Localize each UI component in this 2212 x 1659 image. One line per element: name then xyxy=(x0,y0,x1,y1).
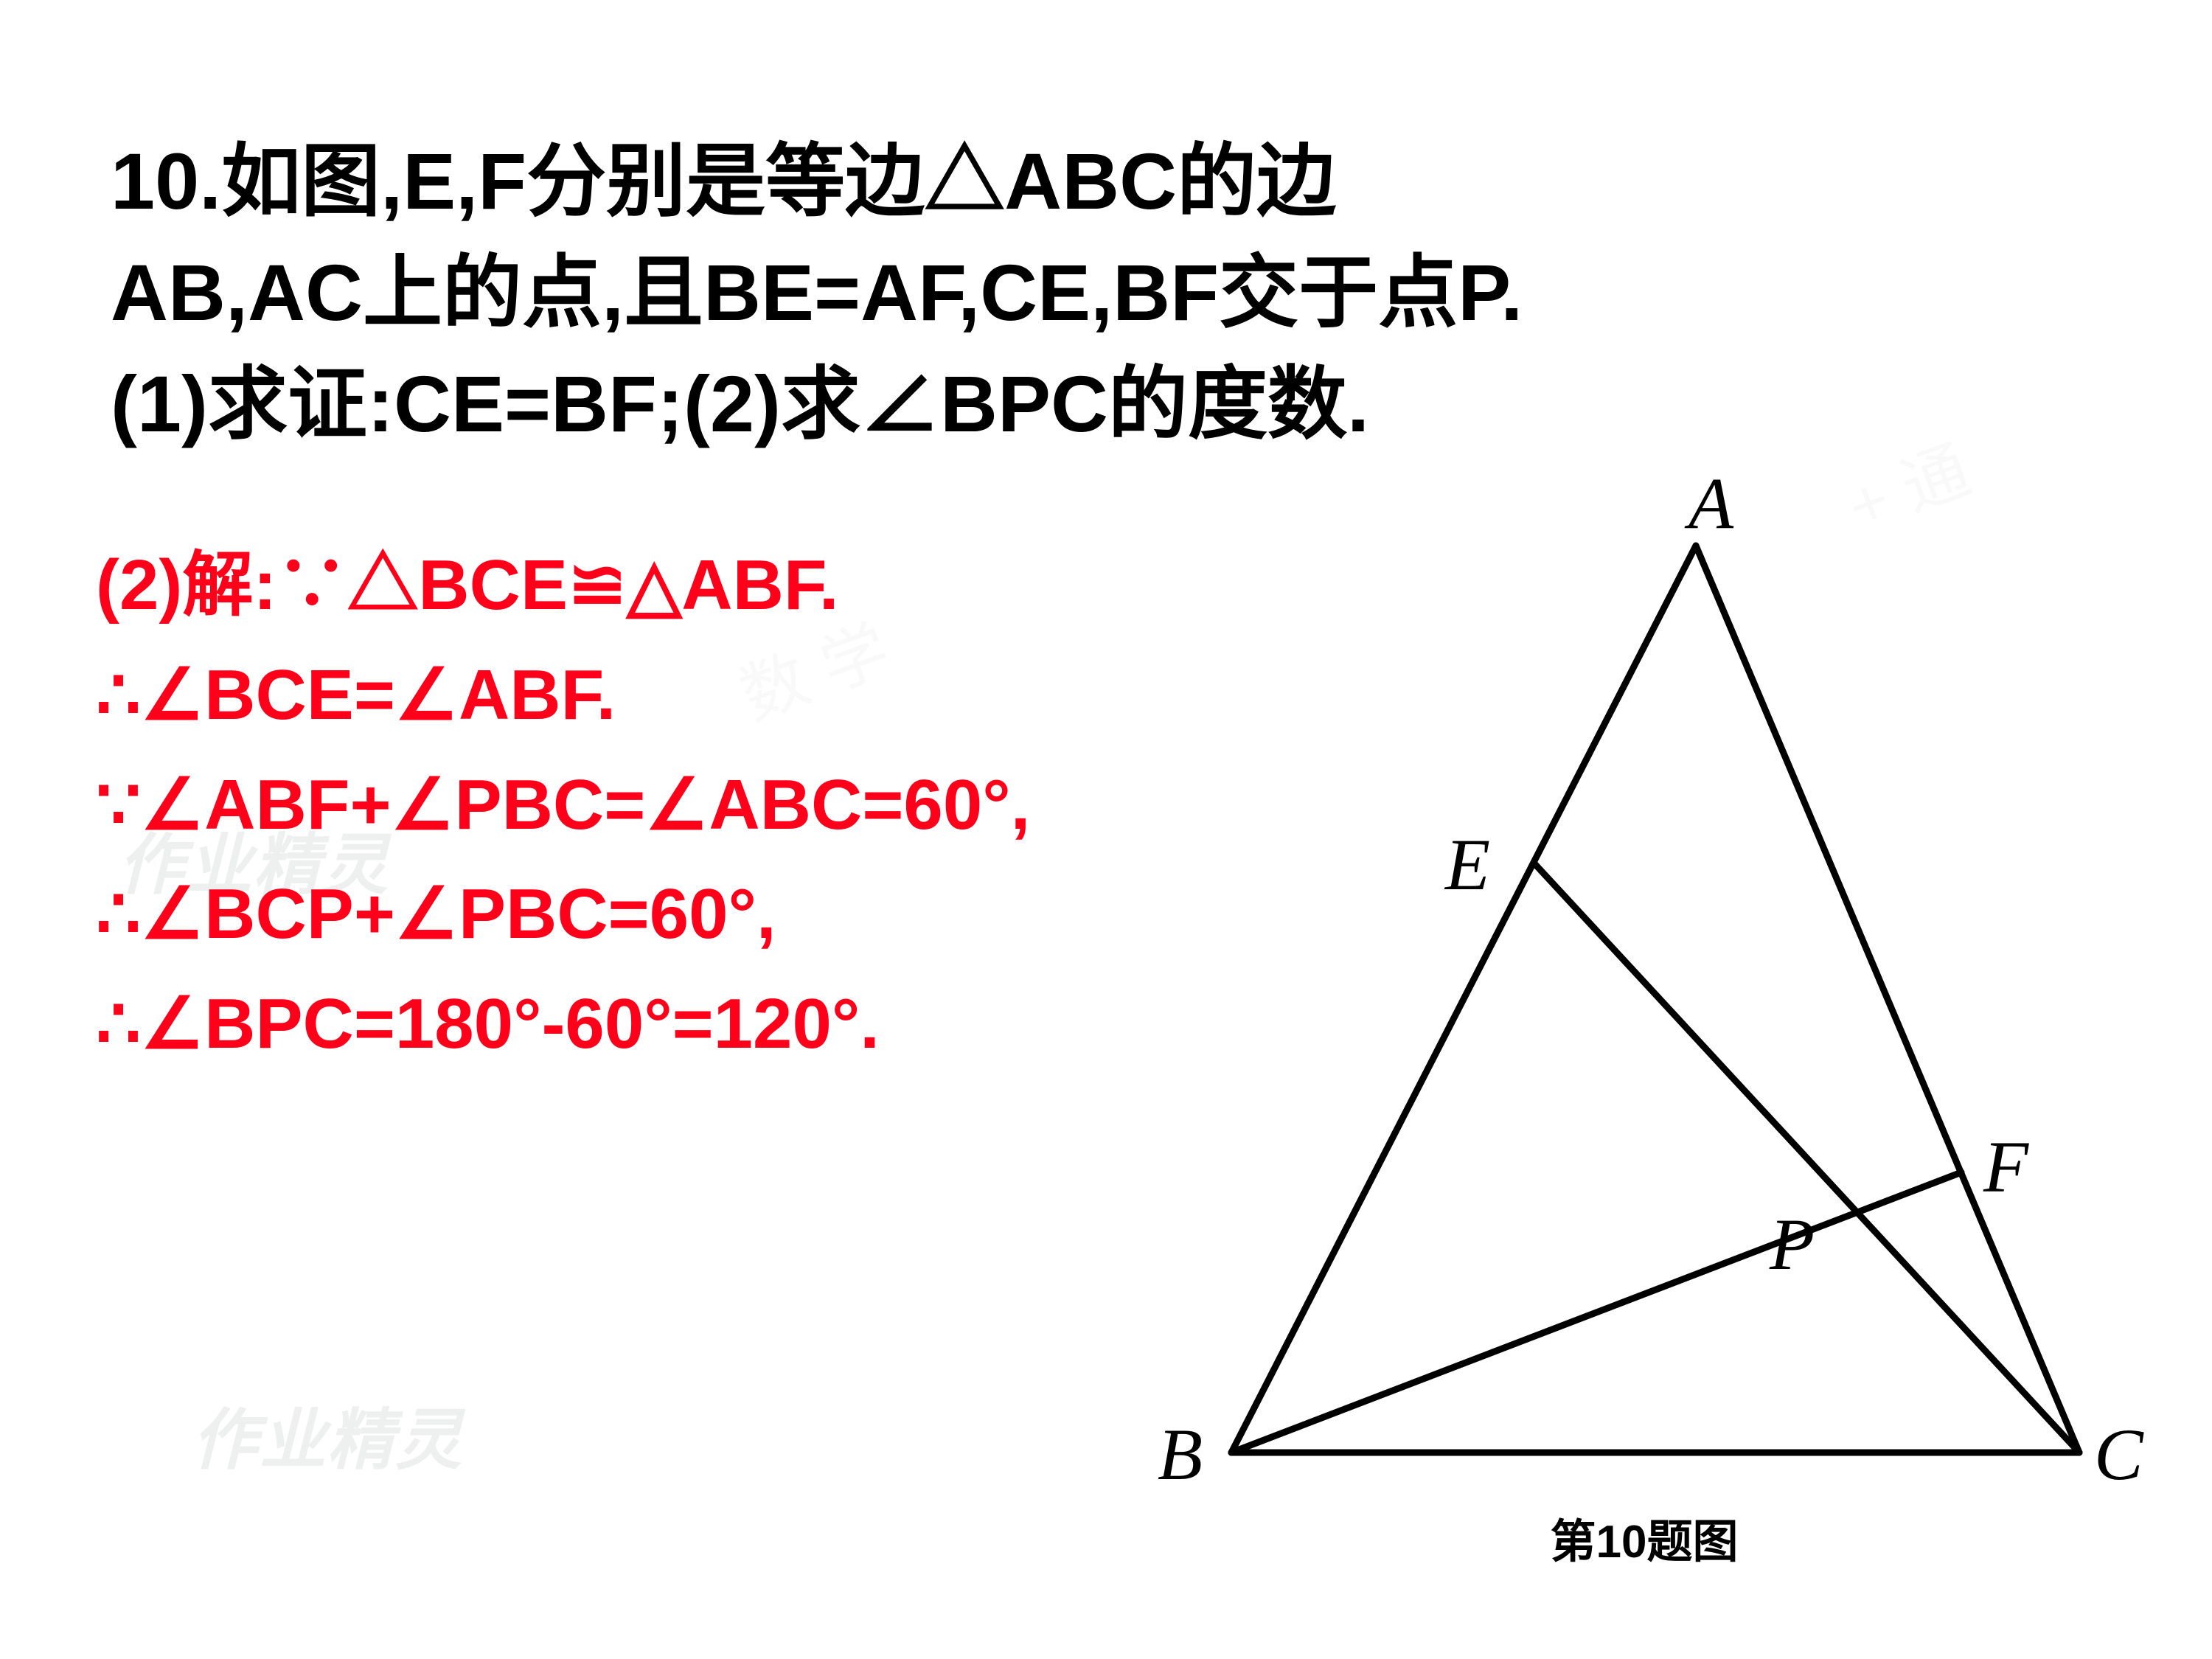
solution-line-5: ∴∠BPC=180°-60°=120°. xyxy=(96,970,1349,1079)
vertex-label-f: F xyxy=(1983,1124,2028,1209)
diagram-caption: 第10题图 xyxy=(1551,1504,1739,1571)
solution-line-1: (2)解:∵△BCE≌△ABF. xyxy=(96,531,1349,641)
vertex-label-b: B xyxy=(1158,1412,1203,1497)
solution-line-3: ∵∠ABF+∠PBC=∠ABC=60°, xyxy=(96,751,1349,860)
question-line-3: (1)求证:CE=BF;(2)求∠BPC的度数. xyxy=(111,348,2101,459)
geometry-diagram: A B C E F P 第10题图 xyxy=(1165,501,2124,1571)
triangle-svg xyxy=(1165,501,2124,1512)
question-line-2: AB,AC上的点,且BE=AF,CE,BF交于点P. xyxy=(111,237,2101,348)
solution-block: (2)解:∵△BCE≌△ABF. ∴∠BCE=∠ABF. ∵∠ABF+∠PBC=… xyxy=(96,531,1349,1079)
vertex-label-a: A xyxy=(1688,461,1733,546)
question-line-1: 10.如图,E,F分别是等边△ABC的边 xyxy=(111,125,2101,237)
vertex-label-p: P xyxy=(1770,1202,1815,1287)
vertex-label-c: C xyxy=(2094,1412,2143,1497)
question-block: 10.如图,E,F分别是等边△ABC的边 AB,AC上的点,且BE=AF,CE,… xyxy=(111,125,2101,460)
vertex-label-e: E xyxy=(1445,822,1490,907)
solution-line-2: ∴∠BCE=∠ABF. xyxy=(96,641,1349,751)
watermark-2: 作业精灵 xyxy=(192,1386,463,1482)
solution-line-4: ∴∠BCP+∠PBC=60°, xyxy=(96,860,1349,970)
